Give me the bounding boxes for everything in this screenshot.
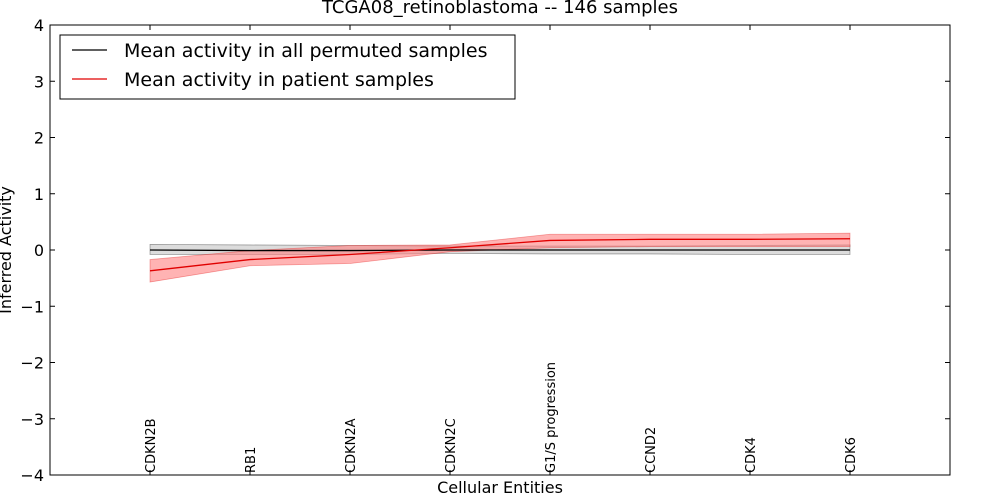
y-tick-label: 1 [34, 185, 44, 204]
x-axis-ticks: CDKN2B RB1 CDKN2A CDKN2C G1/S progression CCN… [144, 25, 859, 475]
line-permuted [149, 249, 850, 252]
y-tick-label: 4 [34, 16, 44, 35]
chart-title: TCGA08_retinoblastoma -- 146 samples [321, 0, 678, 18]
x-axis-label: Cellular Entities [437, 478, 563, 497]
y-tick-label: −3 [20, 410, 44, 429]
x-category-label: CDK4 [744, 437, 759, 473]
y-tick-label: 0 [34, 241, 44, 260]
y-tick-label: −2 [20, 354, 44, 373]
legend-label-patient: Mean activity in patient samples [124, 69, 434, 91]
x-category-label: CDK6 [844, 437, 859, 473]
x-category-label: G1/S progression [544, 362, 559, 473]
x-category-label: CCND2 [644, 427, 659, 473]
y-tick-label: −1 [20, 297, 44, 316]
y-axis-label: Inferred Activity [0, 186, 15, 314]
x-category-label: RB1 [244, 447, 259, 473]
y-tick-label: 2 [34, 129, 44, 148]
y-tick-label: 3 [34, 72, 44, 91]
line-patient [149, 238, 851, 272]
legend-box [59, 34, 516, 100]
x-category-label: CDKN2B [144, 418, 159, 473]
confidence-bands [149, 232, 851, 283]
legend: Mean activity in all permuted samples Me… [59, 34, 516, 100]
y-tick-label: −4 [20, 466, 44, 485]
band-patient [149, 232, 851, 283]
series-lines [149, 238, 851, 272]
x-category-label: CDKN2C [444, 418, 459, 473]
y-axis-ticks: 4 3 2 1 0 −1 −2 −3 −4 [20, 16, 950, 485]
legend-label-permuted: Mean activity in all permuted samples [124, 40, 487, 62]
x-category-label: CDKN2A [344, 418, 359, 473]
